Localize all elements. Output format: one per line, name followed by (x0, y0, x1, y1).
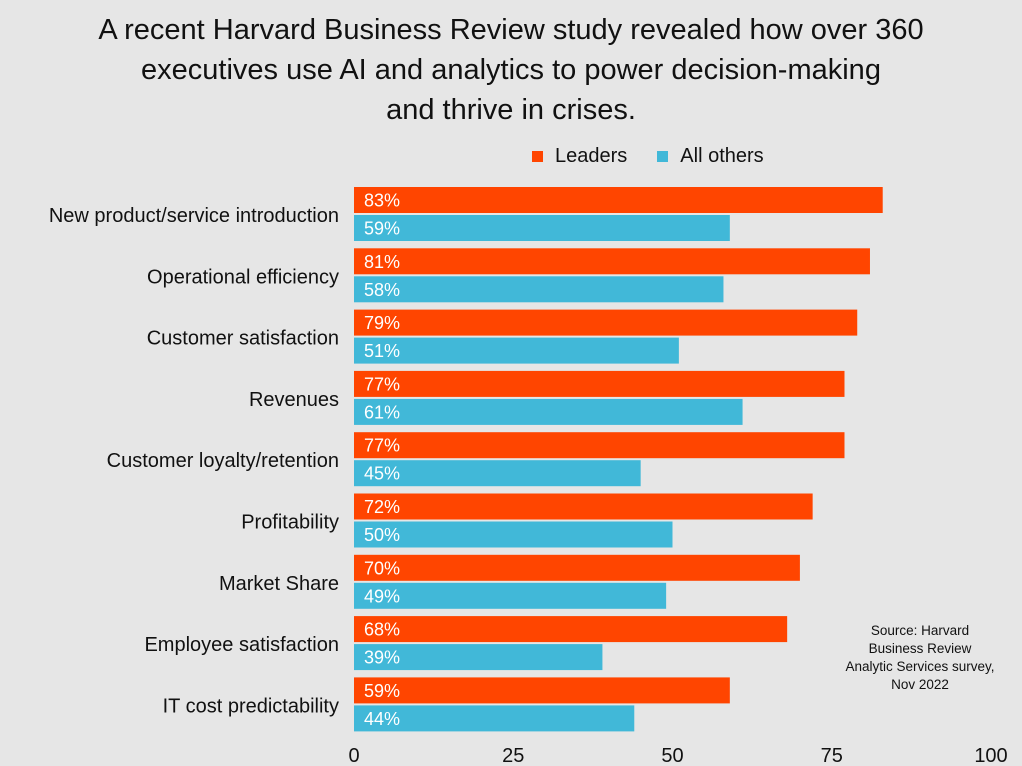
data-label-all-others-new-product-service-introduction: 59% (364, 219, 400, 239)
chart-title: A recent Harvard Business Review study r… (40, 10, 982, 130)
category-label-new-product-service-introduction: New product/service introduction (49, 205, 339, 227)
category-label-it-cost-predictability: IT cost predictability (163, 695, 339, 717)
bar-leaders-new-product-service-introduction (354, 187, 883, 213)
legend-label-all-others: All others (680, 144, 764, 167)
legend-item-leaders: Leaders (532, 145, 627, 168)
category-label-customer-loyalty-retention: Customer loyalty/retention (107, 450, 339, 472)
data-label-all-others-customer-loyalty-retention: 45% (364, 464, 400, 484)
bar-leaders-operational-efficiency (354, 248, 870, 275)
bar-all-others-profitability (354, 521, 673, 548)
bar-all-others-it-cost-predictability (354, 705, 635, 732)
bar-all-others-revenues (354, 398, 743, 425)
category-label-customer-satisfaction: Customer satisfaction (147, 328, 339, 350)
x-tick-label-25: 25 (502, 745, 524, 766)
legend-swatch-leaders (532, 150, 543, 162)
bar-all-others-new-product-service-introduction (354, 215, 730, 241)
data-label-all-others-operational-efficiency: 58% (364, 280, 400, 300)
bar-leaders-customer-loyalty-retention (354, 432, 845, 459)
bar-all-others-market-share (354, 582, 667, 609)
category-label-operational-efficiency: Operational efficiency (147, 266, 339, 288)
data-label-all-others-employee-satisfaction: 39% (364, 648, 400, 668)
data-label-leaders-customer-satisfaction: 79% (364, 313, 400, 333)
data-label-all-others-market-share: 49% (364, 586, 400, 606)
data-label-leaders-profitability: 72% (364, 497, 400, 517)
bar-leaders-customer-satisfaction (354, 309, 858, 336)
data-label-leaders-revenues: 77% (364, 374, 400, 394)
legend-label-leaders: Leaders (555, 144, 628, 167)
source-line: Analytic Services survey, (845, 659, 995, 674)
category-label-market-share: Market Share (219, 573, 339, 595)
data-label-leaders-market-share: 70% (364, 558, 400, 578)
data-label-all-others-customer-satisfaction: 51% (364, 341, 400, 361)
bar-leaders-employee-satisfaction (354, 616, 788, 643)
data-label-all-others-profitability: 50% (364, 525, 400, 545)
legend-item-all-others: All others (657, 144, 764, 168)
chart-title-line: executives use AI and analytics to power… (141, 54, 881, 86)
data-label-all-others-revenues: 61% (364, 402, 400, 422)
bar-all-others-operational-efficiency (354, 276, 724, 303)
chart-legend: Leaders All others (532, 143, 794, 169)
data-label-leaders-employee-satisfaction: 68% (364, 620, 400, 640)
category-label-employee-satisfaction: Employee satisfaction (144, 634, 339, 656)
category-label-revenues: Revenues (249, 389, 339, 411)
bar-leaders-revenues (354, 370, 845, 397)
bar-leaders-profitability (354, 493, 813, 520)
source-line: Nov 2022 (891, 677, 949, 692)
chart-title-line: and thrive in crises. (386, 94, 636, 126)
data-label-leaders-it-cost-predictability: 59% (364, 681, 400, 701)
x-tick-label-50: 50 (661, 745, 683, 766)
x-tick-label-100: 100 (974, 745, 1007, 766)
source-line: Business Review (868, 641, 972, 656)
source-note: Source: Harvard Business Review Analytic… (830, 622, 1010, 694)
data-label-leaders-new-product-service-introduction: 83% (364, 191, 400, 211)
legend-swatch-all-others (657, 150, 669, 162)
data-label-leaders-customer-loyalty-retention: 77% (364, 436, 400, 456)
bar-leaders-market-share (354, 554, 800, 581)
chart-title-line: A recent Harvard Business Review study r… (98, 14, 924, 46)
bar-all-others-customer-loyalty-retention (354, 460, 641, 487)
x-tick-label-0: 0 (348, 745, 359, 766)
category-label-profitability: Profitability (241, 512, 339, 534)
source-line: Source: Harvard (870, 623, 970, 638)
data-label-all-others-it-cost-predictability: 44% (364, 709, 400, 729)
data-label-leaders-operational-efficiency: 81% (364, 252, 400, 272)
x-tick-label-75: 75 (821, 745, 843, 766)
bar-all-others-customer-satisfaction (354, 337, 679, 364)
bar-all-others-employee-satisfaction (354, 644, 603, 671)
bar-leaders-it-cost-predictability (354, 677, 730, 704)
